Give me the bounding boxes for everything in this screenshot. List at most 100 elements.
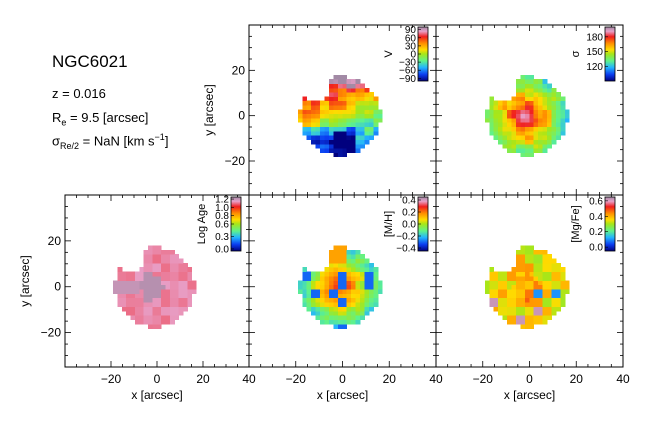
map-pixel bbox=[560, 275, 566, 281]
map-pixel bbox=[351, 319, 357, 325]
map-pixel bbox=[507, 289, 512, 294]
map-pixel bbox=[368, 92, 374, 97]
map-pixel bbox=[311, 135, 317, 140]
map-pixel bbox=[364, 117, 370, 123]
map-pixel bbox=[520, 289, 526, 294]
map-pixel bbox=[368, 262, 374, 268]
map-pixel bbox=[355, 122, 361, 128]
map-pixel bbox=[355, 315, 361, 321]
map-pixel bbox=[493, 113, 499, 119]
map-pixel bbox=[364, 262, 370, 268]
map-pixel bbox=[520, 92, 526, 97]
map-pixel bbox=[302, 126, 308, 132]
map-pixel bbox=[306, 284, 312, 290]
map-pixel bbox=[337, 297, 343, 303]
map-pixel bbox=[333, 271, 339, 277]
map-pixel bbox=[333, 96, 339, 102]
map-pixel bbox=[139, 297, 145, 303]
map-pixel bbox=[302, 113, 308, 119]
map-pixel bbox=[524, 245, 530, 251]
map-pixel bbox=[542, 319, 548, 325]
map-pixel bbox=[328, 105, 334, 110]
map-pixel bbox=[507, 271, 512, 277]
colorbar-tick-label: 0.0 bbox=[402, 220, 416, 231]
map-pixel bbox=[320, 130, 325, 136]
map-pixel bbox=[342, 319, 348, 325]
map-pixel bbox=[156, 280, 162, 286]
map-pixel bbox=[360, 271, 365, 277]
map-pixel bbox=[360, 96, 365, 102]
map-pixel bbox=[117, 271, 123, 277]
map-pixel bbox=[346, 319, 352, 325]
map-pixel bbox=[311, 306, 317, 312]
map-pixel bbox=[560, 280, 566, 286]
x-tick-label: 0 bbox=[339, 372, 346, 386]
map-pixel bbox=[368, 113, 374, 119]
map-pixel bbox=[355, 319, 361, 325]
map-pixel bbox=[498, 297, 504, 303]
map-pixel bbox=[507, 306, 512, 312]
map-pixel bbox=[165, 319, 171, 325]
map-pixel bbox=[328, 135, 334, 140]
map-pixel bbox=[187, 271, 193, 277]
map-pixel bbox=[564, 284, 570, 290]
map-pixel bbox=[346, 92, 352, 97]
re-value: = 9.5 [arcsec] bbox=[66, 110, 149, 125]
map-pixel bbox=[351, 262, 357, 268]
map-pixel bbox=[130, 297, 136, 303]
map-pixel bbox=[315, 289, 321, 294]
map-pixel bbox=[134, 284, 140, 290]
map-pixel bbox=[152, 284, 158, 290]
map-pixel bbox=[117, 280, 123, 286]
map-pixel bbox=[139, 267, 145, 273]
map-pixel bbox=[182, 297, 188, 303]
map-pixel bbox=[342, 87, 348, 93]
map-pixel bbox=[533, 280, 539, 286]
map-pixel bbox=[560, 284, 566, 290]
map-pixel bbox=[315, 100, 321, 106]
map-pixel bbox=[302, 297, 308, 303]
map-pixel bbox=[148, 258, 153, 264]
map-pixel bbox=[306, 306, 312, 312]
map-pixel bbox=[165, 271, 171, 277]
map-pixel bbox=[360, 275, 365, 281]
x-axis-label: x [arcsec] bbox=[317, 388, 368, 402]
map-pixel bbox=[152, 271, 158, 277]
map-pixel bbox=[315, 139, 321, 145]
map-pixel bbox=[337, 117, 343, 123]
map-pixel bbox=[368, 302, 374, 307]
map-pixel bbox=[364, 96, 370, 102]
map-pixel bbox=[547, 289, 552, 294]
map-pixel bbox=[364, 139, 370, 145]
map-pixel bbox=[511, 113, 517, 119]
map-pixel bbox=[342, 275, 348, 281]
map-pixel bbox=[342, 92, 348, 97]
map-pixel bbox=[511, 302, 517, 307]
map-pixel bbox=[560, 122, 566, 128]
colorbar-label: σ bbox=[570, 50, 582, 57]
map-pixel bbox=[355, 126, 361, 132]
map-pixel bbox=[134, 319, 140, 325]
map-pixel bbox=[148, 284, 153, 290]
map-pixel bbox=[311, 100, 317, 106]
map-pixel bbox=[333, 135, 339, 140]
panel-alpha_fe: −20 0 20 40 x [arcsec] 0.6 0.4 0.2 0.0 [Mg/Fe] bbox=[435, 194, 630, 402]
map-pixel bbox=[538, 258, 544, 264]
map-pixel bbox=[165, 275, 171, 281]
map-pixel bbox=[493, 284, 499, 290]
map-pixel bbox=[515, 302, 521, 307]
map-pixel bbox=[342, 323, 348, 329]
map-pixel bbox=[542, 135, 548, 140]
map-pixel bbox=[515, 135, 521, 140]
map-pixel bbox=[355, 289, 361, 294]
map-pixel bbox=[355, 135, 361, 140]
map-pixel bbox=[542, 275, 548, 281]
map-pixel bbox=[311, 293, 317, 299]
map-pixel bbox=[564, 117, 570, 123]
map-pixel bbox=[555, 271, 561, 277]
colorbar-tick-label: −0.4 bbox=[396, 244, 416, 255]
map-pixel bbox=[529, 284, 535, 290]
map-pixel bbox=[342, 245, 348, 251]
map-pixel bbox=[547, 109, 552, 115]
